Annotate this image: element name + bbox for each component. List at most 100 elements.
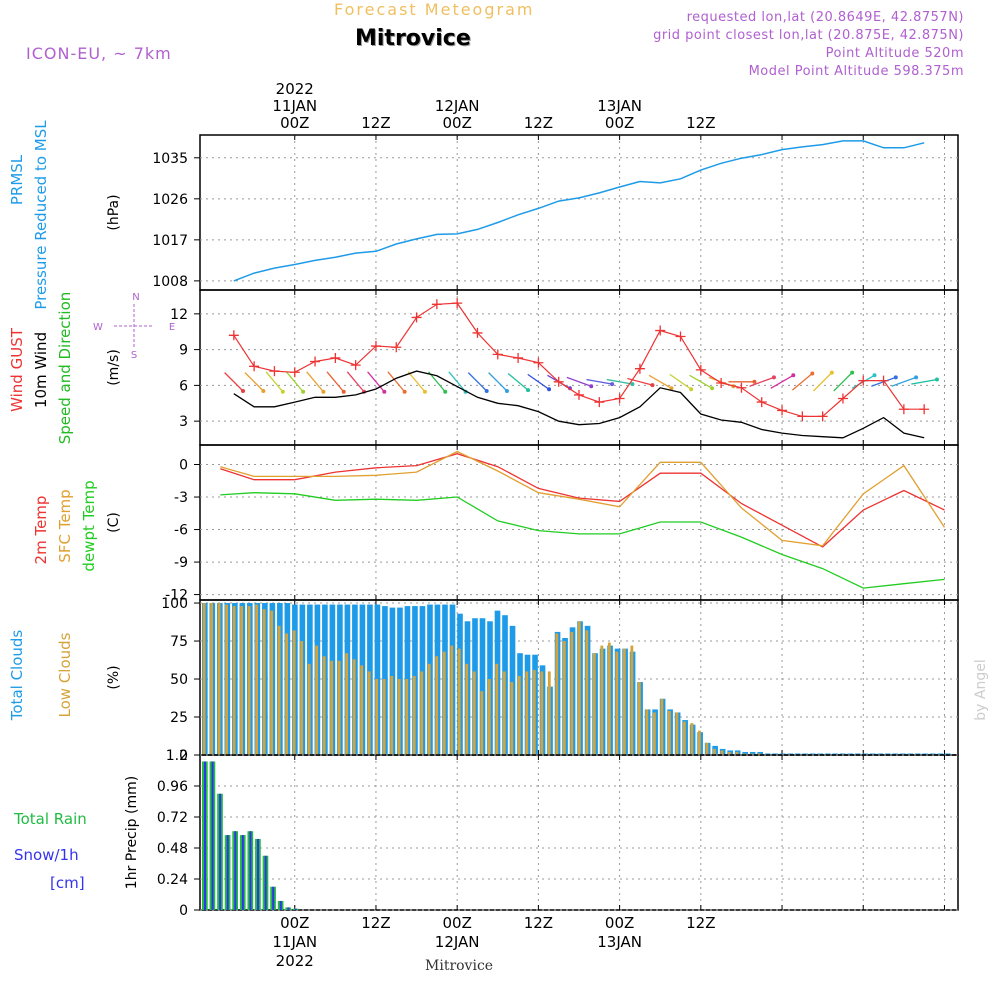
- snow-bar: [257, 838, 260, 910]
- y-tick-label-precip: 0.24: [157, 872, 188, 888]
- bottom-time-label: 12JAN: [435, 933, 480, 951]
- wind-direction-arrowhead: [610, 382, 615, 387]
- low-cloud-bar: [427, 663, 431, 755]
- low-cloud-bar: [465, 663, 469, 755]
- snow-bar: [249, 831, 252, 910]
- low-cloud-bar: [330, 660, 334, 755]
- top-time-label: 12JAN: [435, 97, 480, 115]
- wind-direction-arrow: [448, 371, 467, 393]
- wind-gust-marker: [858, 375, 869, 386]
- temp-2m-line: [220, 453, 945, 548]
- y-axis-label-precip: 1hr Precip (mm): [124, 776, 140, 889]
- total-cloud-bar: [779, 753, 786, 755]
- y-tick-label-clouds: 75: [170, 634, 188, 650]
- y-tick-label-precip: 0: [179, 903, 188, 919]
- total-cloud-bar: [944, 753, 951, 755]
- y-tick-label-wind: 9: [179, 343, 188, 359]
- low-cloud-bar: [450, 645, 454, 755]
- top-time-label: 13JAN: [597, 97, 642, 115]
- grid-point-coords: grid point closest lon,lat (20.875E, 42.…: [653, 28, 964, 43]
- low-cloud-bar: [247, 606, 251, 755]
- compass-n: N: [132, 292, 139, 303]
- y-tick-label-pressure: 1008: [152, 274, 188, 290]
- total-cloud-bar: [479, 618, 486, 755]
- low-cloud-bar: [577, 621, 581, 755]
- wind-direction-arrowhead: [443, 389, 448, 394]
- total-cloud-bar: [824, 753, 831, 755]
- wind-direction-arrowhead: [589, 384, 594, 389]
- wind-gust-marker: [797, 411, 808, 422]
- total-cloud-bar: [937, 753, 944, 755]
- top-time-label: 12Z: [361, 114, 390, 132]
- wind-gust-marker: [837, 393, 848, 404]
- y-tick-label-clouds: 100: [161, 596, 188, 612]
- wind-direction-arrowhead: [669, 386, 674, 391]
- low-cloud-bar: [382, 679, 386, 755]
- y-tick-label-clouds: 25: [170, 710, 188, 726]
- y-tick-label-clouds: 50: [170, 672, 188, 688]
- low-cloud-bar: [690, 723, 694, 755]
- wind-gust-marker: [695, 364, 706, 375]
- wind-direction-arrowhead: [341, 389, 346, 394]
- wind-gust-marker: [919, 404, 930, 415]
- wind-direction-arrowhead: [484, 389, 489, 394]
- total-cloud-bar: [884, 753, 891, 755]
- wind-direction-arrowhead: [934, 377, 939, 382]
- wind-direction-arrowhead: [301, 389, 306, 394]
- wind-direction-arrowhead: [321, 389, 326, 394]
- wind-direction-arrowhead: [850, 370, 855, 375]
- low-cloud-bar: [315, 645, 319, 755]
- low-cloud-bar: [375, 679, 379, 755]
- bottom-time-label: 00Z: [280, 914, 309, 932]
- requested-coords: requested lon,lat (20.8649E, 42.8757N): [686, 10, 964, 25]
- low-cloud-bar: [457, 648, 461, 755]
- wind-direction-arrow: [627, 377, 653, 386]
- low-cloud-bar: [540, 671, 544, 755]
- low-cloud-bar: [645, 709, 649, 755]
- low-cloud-bar: [607, 642, 611, 755]
- wind-direction-arrow: [606, 378, 633, 385]
- total-cloud-bar: [922, 753, 929, 755]
- low-cloud-bar: [562, 641, 566, 755]
- low-cloud-bar: [307, 663, 311, 755]
- wind-direction-arrow: [689, 374, 713, 389]
- wind-direction-arrow: [387, 371, 406, 393]
- low-cloud-bar: [495, 663, 499, 755]
- wind-direction-arrow: [812, 372, 833, 392]
- low-cloud-bar: [682, 721, 686, 755]
- top-time-label: 11JAN: [272, 97, 317, 115]
- low-cloud-bar: [547, 671, 551, 755]
- low-cloud-bar: [667, 710, 671, 755]
- low-cloud-bar: [660, 698, 664, 755]
- compass-w: W: [93, 322, 103, 333]
- compass-rose: [114, 304, 154, 348]
- top-time-label: 00Z: [442, 114, 471, 132]
- wind-direction-arrow: [911, 378, 938, 385]
- snow-bar: [294, 908, 297, 910]
- low-cloud-bar: [622, 648, 626, 755]
- wind-direction-arrow: [488, 372, 508, 392]
- wind-direction-arrowhead: [810, 371, 815, 376]
- wind-gust-marker: [492, 349, 503, 360]
- wind-direction-arrowhead: [872, 373, 877, 378]
- model-label: ICON-EU, ~ 7km: [26, 44, 172, 63]
- total-cloud-bar: [817, 753, 824, 755]
- wind-gust-marker: [553, 376, 564, 387]
- low-cloud-bar: [210, 603, 213, 755]
- location-title: Mitrovice: [355, 26, 471, 51]
- wind-direction-arrow: [265, 371, 284, 393]
- temp-dewpt-line: [220, 492, 945, 589]
- total-cloud-bar: [832, 753, 839, 755]
- bottom-time-label: 12Z: [361, 914, 390, 932]
- low-cloud-bar: [750, 753, 754, 755]
- low-cloud-bar: [292, 630, 296, 755]
- wind-direction-arrow: [285, 371, 304, 393]
- low-cloud-bar: [728, 751, 731, 755]
- wind-direction-arrow: [566, 376, 592, 387]
- top-time-label: 2022: [276, 80, 314, 98]
- low-cloud-bar: [502, 671, 506, 755]
- wind-gust-marker: [594, 397, 605, 408]
- wind-direction-arrow: [770, 374, 794, 389]
- total-cloud-bar: [794, 753, 801, 755]
- wind-gust-marker: [675, 331, 686, 342]
